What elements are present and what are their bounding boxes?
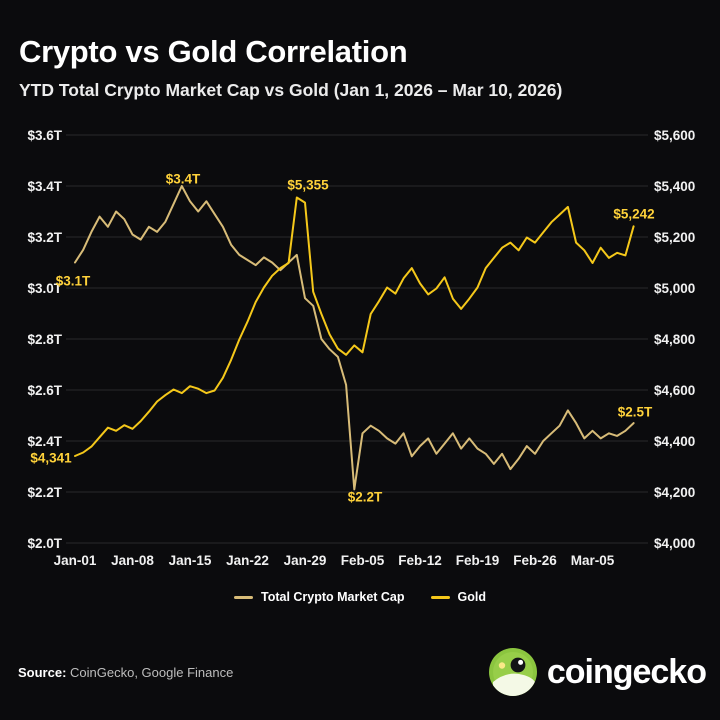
x-axis-tick: Jan-29 <box>284 553 327 568</box>
source-note: Source: CoinGecko, Google Finance <box>18 665 233 680</box>
chart-legend: Total Crypto Market Cap Gold <box>0 590 720 604</box>
y-axis-tick-right: $4,000 <box>654 536 695 551</box>
y-axis-tick-right: $4,400 <box>654 434 695 449</box>
y-axis-tick-left: $3.2T <box>27 230 62 245</box>
x-axis-tick: Jan-01 <box>54 553 97 568</box>
x-axis-tick: Jan-22 <box>226 553 269 568</box>
annotation-gold-end: $5,242 <box>613 206 655 222</box>
page-subtitle: YTD Total Crypto Market Cap vs Gold (Jan… <box>19 80 563 100</box>
y-axis-tick-right: $4,200 <box>654 485 695 500</box>
y-axis-tick-right: $5,600 <box>654 128 695 143</box>
y-axis-tick-right: $4,800 <box>654 332 695 347</box>
source-text: CoinGecko, Google Finance <box>66 665 234 680</box>
y-axis-tick-left: $2.2T <box>27 485 62 500</box>
y-axis-tick-left: $2.8T <box>27 332 62 347</box>
legend-item-crypto: Total Crypto Market Cap <box>233 590 405 604</box>
page-footer: Source: CoinGecko, Google Finance coinge… <box>0 645 720 715</box>
y-axis-tick-right: $5,400 <box>654 179 695 194</box>
x-axis-tick: Mar-05 <box>571 553 615 568</box>
y-axis-tick-left: $2.4T <box>27 434 62 449</box>
y-axis-tick-right: $5,200 <box>654 230 695 245</box>
y-axis-tick-left: $3.6T <box>27 128 62 143</box>
y-axis-tick-left: $2.6T <box>27 383 62 398</box>
coingecko-brand: coingecko <box>488 648 707 696</box>
legend-item-gold: Gold <box>430 590 486 604</box>
x-axis-tick: Feb-19 <box>456 553 500 568</box>
legend-label-crypto: Total Crypto Market Cap <box>260 590 405 604</box>
annotation-gold-peak: $5,355 <box>287 177 329 193</box>
x-axis-tick: Jan-08 <box>111 553 154 568</box>
page-title: Crypto vs Gold Correlation <box>19 34 408 69</box>
annotation-crypto-start: $3.1T <box>55 273 91 289</box>
x-axis-tick: Feb-05 <box>341 553 385 568</box>
source-label: Source: <box>18 665 67 680</box>
annotation-crypto-low: $2.2T <box>347 489 383 505</box>
y-axis-tick-left: $3.4T <box>27 179 62 194</box>
annotation-crypto-peak: $3.4T <box>165 171 201 187</box>
brand-name: coingecko <box>546 652 707 691</box>
y-axis-tick-right: $4,600 <box>654 383 695 398</box>
y-axis-tick-left: $3.0T <box>27 281 62 296</box>
x-axis-tick: Jan-15 <box>169 553 212 568</box>
chart-area: $3.6T $5,600 $3.4T $5,400 $3.2T $5,200 $3.0T $5… <box>0 115 720 585</box>
annotation-gold-start: $4,341 <box>30 450 72 466</box>
annotation-crypto-end: $2.5T <box>617 404 653 420</box>
dual-axis-line-chart: $3.6T $5,600 $3.4T $5,400 $3.2T $5,200 $3.0T $5… <box>27 128 695 568</box>
coingecko-logo-icon <box>488 648 537 696</box>
gold-line-swatch <box>430 595 450 599</box>
x-axis-tick: Feb-26 <box>513 553 557 568</box>
y-axis-tick-left: $2.0T <box>27 536 62 551</box>
legend-label-gold: Gold <box>457 590 486 604</box>
crypto-line-swatch <box>233 595 253 599</box>
series-line-gold <box>74 196 635 457</box>
y-axis-tick-right: $5,000 <box>654 281 695 296</box>
x-axis-tick: Feb-12 <box>398 553 442 568</box>
series-line-total-crypto-market-cap <box>74 185 635 491</box>
